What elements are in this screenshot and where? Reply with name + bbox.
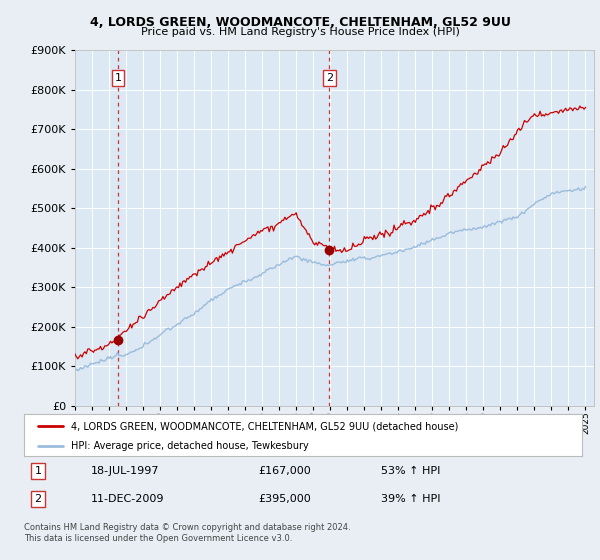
- Text: HPI: Average price, detached house, Tewkesbury: HPI: Average price, detached house, Tewk…: [71, 441, 309, 451]
- Text: Price paid vs. HM Land Registry's House Price Index (HPI): Price paid vs. HM Land Registry's House …: [140, 27, 460, 37]
- Text: 18-JUL-1997: 18-JUL-1997: [91, 466, 160, 476]
- Text: 39% ↑ HPI: 39% ↑ HPI: [381, 494, 440, 504]
- Text: 2: 2: [34, 494, 41, 504]
- Text: £167,000: £167,000: [259, 466, 311, 476]
- Text: 11-DEC-2009: 11-DEC-2009: [91, 494, 164, 504]
- Text: 53% ↑ HPI: 53% ↑ HPI: [381, 466, 440, 476]
- Text: 4, LORDS GREEN, WOODMANCOTE, CHELTENHAM, GL52 9UU: 4, LORDS GREEN, WOODMANCOTE, CHELTENHAM,…: [89, 16, 511, 29]
- Text: £395,000: £395,000: [259, 494, 311, 504]
- Text: 1: 1: [34, 466, 41, 476]
- Text: 1: 1: [115, 73, 122, 83]
- Text: 4, LORDS GREEN, WOODMANCOTE, CHELTENHAM, GL52 9UU (detached house): 4, LORDS GREEN, WOODMANCOTE, CHELTENHAM,…: [71, 421, 459, 431]
- Text: This data is licensed under the Open Government Licence v3.0.: This data is licensed under the Open Gov…: [24, 534, 292, 543]
- Text: Contains HM Land Registry data © Crown copyright and database right 2024.: Contains HM Land Registry data © Crown c…: [24, 523, 350, 532]
- Text: 2: 2: [326, 73, 333, 83]
